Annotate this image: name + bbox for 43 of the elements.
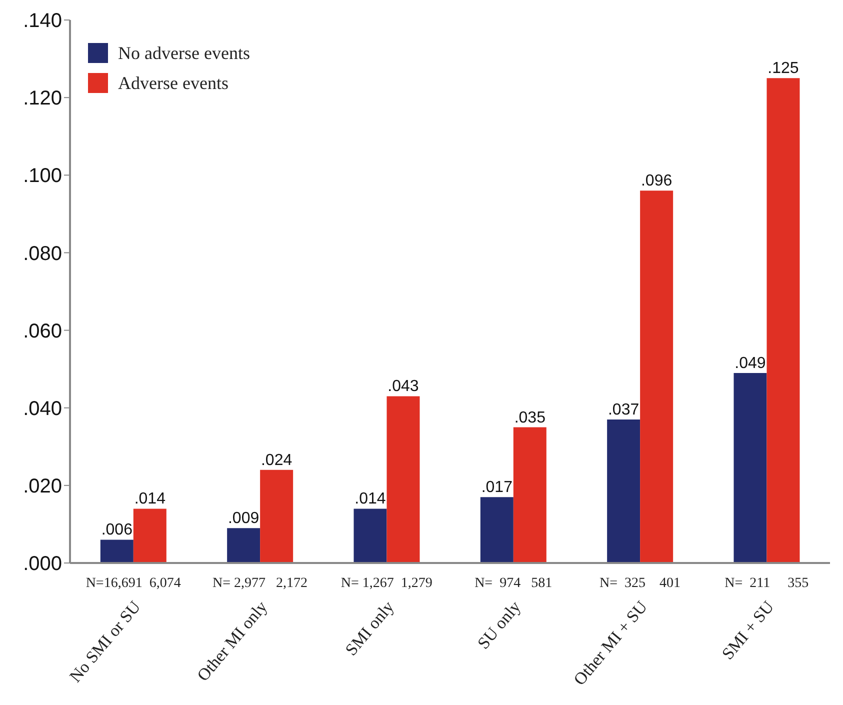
data-label: .035 [514, 409, 546, 426]
text: N= 211 355 [724, 576, 809, 591]
bar [480, 497, 514, 563]
text: N= 325 401 [599, 576, 681, 591]
data-label: .125 [768, 60, 799, 78]
bar [766, 78, 800, 563]
y-tick-label: .120 [23, 88, 62, 110]
bar [640, 190, 674, 563]
bar [354, 508, 387, 563]
bar [607, 419, 640, 563]
y-tick-label: .080 [23, 242, 62, 265]
data-label: .014 [134, 490, 166, 508]
data-label: .006 [101, 522, 133, 539]
y-tick-label: .000 [23, 553, 62, 576]
bar [133, 508, 166, 563]
data-label: .017 [481, 479, 513, 496]
bar [100, 540, 134, 563]
data-label: .037 [608, 401, 640, 418]
data-label: .009 [228, 510, 260, 528]
x-tick-label: SMI + SU [718, 597, 778, 664]
data-label: .043 [388, 378, 419, 396]
y-tick-label: .060 [23, 320, 62, 342]
y-tick-label: .140 [23, 10, 62, 32]
data-label: .096 [640, 172, 672, 190]
x-tick-label: No SMI or SU [66, 597, 144, 686]
bar [734, 372, 767, 563]
legend-label: Adverse events [118, 72, 228, 95]
x-tick-label: SU only [474, 596, 525, 653]
y-tick-label: .020 [23, 476, 62, 498]
text: N=16,691 6,074 [86, 576, 181, 591]
data-label: .049 [734, 354, 766, 372]
y-tick-label: .040 [23, 398, 62, 420]
y-tick-label: .100 [23, 165, 62, 188]
bar [260, 470, 294, 563]
bar [513, 427, 546, 563]
text: N= 2,977 2,172 [212, 576, 308, 591]
bar [227, 528, 260, 563]
text: N= 974 581 [474, 576, 552, 591]
text: N= 1,267 1,279 [340, 576, 432, 591]
bar [386, 396, 420, 563]
data-label: .014 [354, 490, 386, 508]
data-label: .024 [260, 452, 292, 469]
legend-label: No adverse events [118, 42, 250, 65]
